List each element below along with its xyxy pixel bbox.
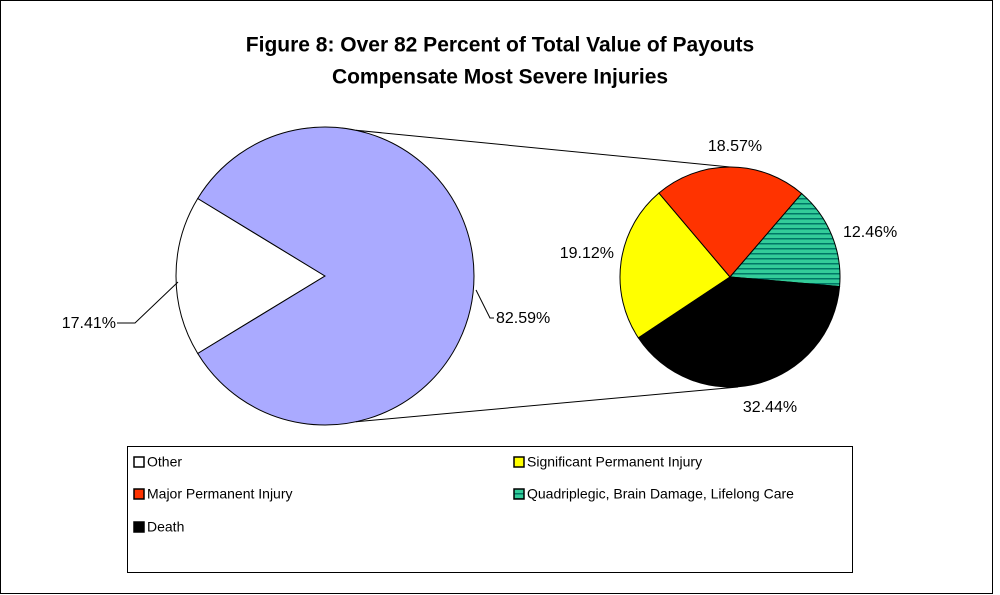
legend-label: Quadriplegic, Brain Damage, Lifelong Car…: [527, 486, 794, 502]
pie-slice: [197, 126, 475, 426]
legend-swatch: [513, 488, 525, 500]
data-label: 12.46%: [843, 224, 897, 241]
data-label: 18.57%: [708, 138, 762, 155]
connector-line: [355, 129, 731, 168]
data-label: 19.12%: [560, 245, 614, 262]
legend-label: Major Permanent Injury: [147, 486, 293, 502]
legend-label: Death: [147, 519, 184, 535]
legend-swatch: [513, 456, 525, 468]
legend-swatch: [133, 456, 145, 468]
leader-line: [475, 289, 494, 319]
data-label: 17.41%: [62, 315, 116, 332]
pie-slice: [637, 276, 841, 388]
pie-slice: [658, 166, 803, 278]
data-label: 82.59%: [496, 310, 550, 327]
pie-slice: [175, 197, 326, 355]
legend-swatch: [133, 488, 145, 500]
leader-line: [117, 281, 179, 324]
legend-label: Other: [147, 454, 182, 470]
pie-slice: [728, 192, 841, 288]
pie-slice: [619, 192, 731, 339]
connector-line: [355, 386, 739, 423]
legend: [127, 446, 853, 573]
chart-title: Figure 8: Over 82 Percent of Total Value…: [246, 34, 754, 57]
data-label: 32.44%: [743, 399, 797, 416]
legend-swatch: [133, 521, 145, 533]
legend-label: Significant Permanent Injury: [527, 454, 702, 470]
chart-title: Compensate Most Severe Injuries: [332, 66, 668, 89]
